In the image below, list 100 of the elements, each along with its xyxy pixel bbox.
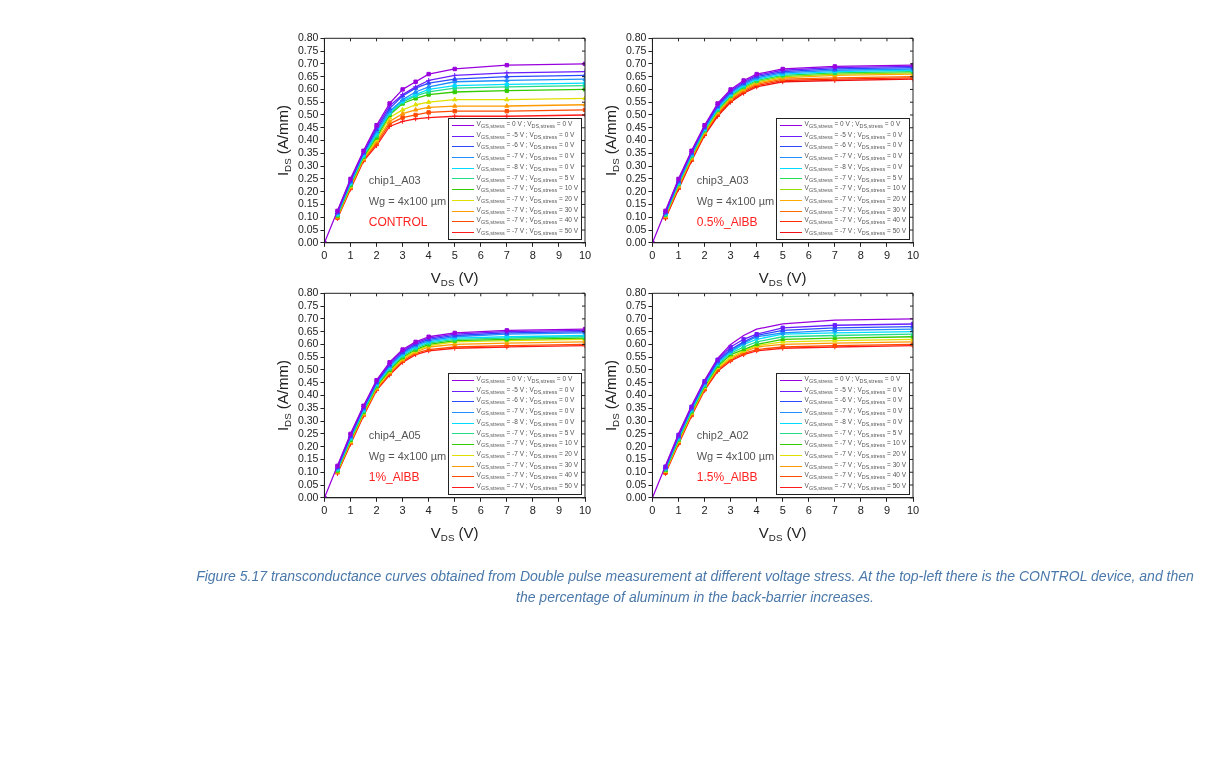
annotation: CONTROL: [368, 215, 428, 230]
x-tick-label: 5: [451, 249, 458, 262]
y-axis-title: IDS (A/mm): [274, 360, 294, 432]
y-tick-label: 0.00: [626, 490, 647, 503]
y-tick-label: 0.60: [298, 337, 319, 350]
y-tick-label: 0.15: [298, 197, 319, 210]
y-tick-label: 0.55: [626, 95, 647, 108]
annotation: Wg = 4x100 µm: [696, 449, 775, 462]
x-tick-label: 2: [701, 504, 708, 517]
x-tick-label: 4: [425, 249, 432, 262]
x-tick-label: 0: [649, 504, 656, 517]
annotation: chip3_A03: [696, 174, 749, 187]
y-tick-label: 0.45: [626, 375, 647, 388]
y-tick-label: 0.65: [626, 324, 647, 337]
y-tick-label: 0.00: [298, 490, 319, 503]
y-tick-label: 0.15: [626, 452, 647, 465]
y-tick-label: 0.40: [626, 388, 647, 401]
x-tick-label: 2: [373, 249, 380, 262]
x-tick-label: 9: [555, 504, 563, 517]
y-axis-title: IDS (A/mm): [274, 105, 294, 177]
y-tick-label: 0.20: [298, 439, 319, 452]
x-tick-label: 1: [675, 504, 682, 517]
x-tick-label: 7: [503, 249, 510, 262]
y-tick-label: 0.30: [626, 414, 647, 426]
y-axis-title: IDS (A/mm): [602, 105, 622, 177]
x-tick-label: 8: [857, 249, 864, 262]
x-tick-label: 9: [555, 249, 563, 262]
annotation: 1%_AlBB: [368, 470, 420, 485]
annotation: chip2_A02: [696, 429, 749, 442]
y-tick-label: 0.55: [298, 350, 319, 363]
y-tick-label: 0.00: [298, 235, 319, 248]
y-tick-label: 0.60: [298, 82, 319, 95]
x-tick-label: 4: [753, 504, 760, 517]
annotation: chip1_A03: [368, 174, 421, 187]
annotation: Wg = 4x100 µm: [696, 194, 775, 207]
y-tick-label: 0.25: [626, 426, 647, 439]
y-tick-label: 0.65: [626, 69, 647, 82]
y-tick-label: 0.50: [298, 107, 319, 120]
x-tick-label: 5: [779, 249, 786, 262]
x-tick-label: 6: [805, 504, 812, 517]
y-tick-label: 0.15: [626, 197, 647, 210]
x-tick-label: 6: [477, 249, 484, 262]
y-tick-label: 0.20: [298, 184, 319, 197]
y-tick-label: 0.60: [626, 337, 647, 350]
x-tick-label: 0: [649, 249, 656, 262]
x-tick-label: 8: [529, 504, 536, 517]
x-tick-label: 9: [883, 249, 891, 262]
y-tick-label: 0.65: [298, 324, 319, 337]
y-tick-label: 0.50: [298, 362, 319, 375]
annotation: Wg = 4x100 µm: [368, 194, 447, 207]
y-tick-label: 0.30: [626, 159, 647, 171]
y-tick-label: 0.30: [298, 414, 319, 426]
y-tick-label: 0.35: [298, 401, 319, 414]
x-tick-label: 7: [831, 249, 838, 262]
y-tick-label: 0.80: [298, 286, 319, 299]
y-axis-title: IDS (A/mm): [602, 360, 622, 432]
y-tick-label: 0.65: [298, 69, 319, 82]
y-tick-label: 0.30: [298, 159, 319, 171]
y-tick-label: 0.50: [626, 362, 647, 375]
y-tick-label: 0.05: [626, 477, 647, 490]
y-tick-label: 0.15: [298, 452, 319, 465]
y-tick-label: 0.25: [626, 171, 647, 184]
y-tick-label: 0.70: [626, 311, 647, 324]
x-tick-label: 4: [753, 249, 760, 262]
x-tick-label: 10: [578, 249, 592, 262]
y-tick-label: 0.80: [626, 31, 647, 44]
y-tick-label: 0.75: [298, 43, 319, 56]
annotation: 0.5%_AlBB: [696, 215, 758, 230]
x-tick-label: 0: [321, 504, 328, 517]
y-tick-label: 0.80: [298, 31, 319, 44]
x-tick-label: 6: [477, 504, 484, 517]
x-tick-label: 8: [529, 249, 536, 262]
y-tick-label: 0.05: [298, 477, 319, 490]
y-tick-label: 0.50: [626, 107, 647, 120]
x-tick-label: 7: [503, 504, 510, 517]
x-tick-label: 8: [857, 504, 864, 517]
x-tick-label: 3: [399, 504, 406, 517]
y-tick-label: 0.75: [298, 298, 319, 311]
y-tick-label: 0.10: [626, 210, 647, 223]
y-tick-label: 0.55: [298, 95, 319, 108]
y-tick-label: 0.70: [298, 56, 319, 69]
y-tick-label: 0.45: [298, 120, 319, 133]
x-tick-label: 1: [675, 249, 682, 262]
annotation: Wg = 4x100 µm: [368, 449, 447, 462]
y-tick-label: 0.25: [298, 426, 319, 439]
x-tick-label: 4: [425, 504, 432, 517]
y-tick-label: 0.20: [626, 184, 647, 197]
y-tick-label: 0.45: [626, 120, 647, 133]
x-tick-label: 9: [883, 504, 891, 517]
y-tick-label: 0.25: [298, 171, 319, 184]
x-tick-label: 2: [373, 504, 380, 517]
x-tick-label: 10: [906, 504, 920, 517]
x-tick-label: 3: [727, 249, 734, 262]
y-tick-label: 0.05: [298, 222, 319, 235]
x-tick-label: 1: [347, 249, 354, 262]
y-tick-label: 0.40: [626, 133, 647, 146]
y-tick-label: 0.10: [626, 465, 647, 478]
y-tick-label: 0.10: [298, 465, 319, 478]
y-tick-label: 0.00: [626, 235, 647, 248]
x-tick-label: 3: [399, 249, 406, 262]
